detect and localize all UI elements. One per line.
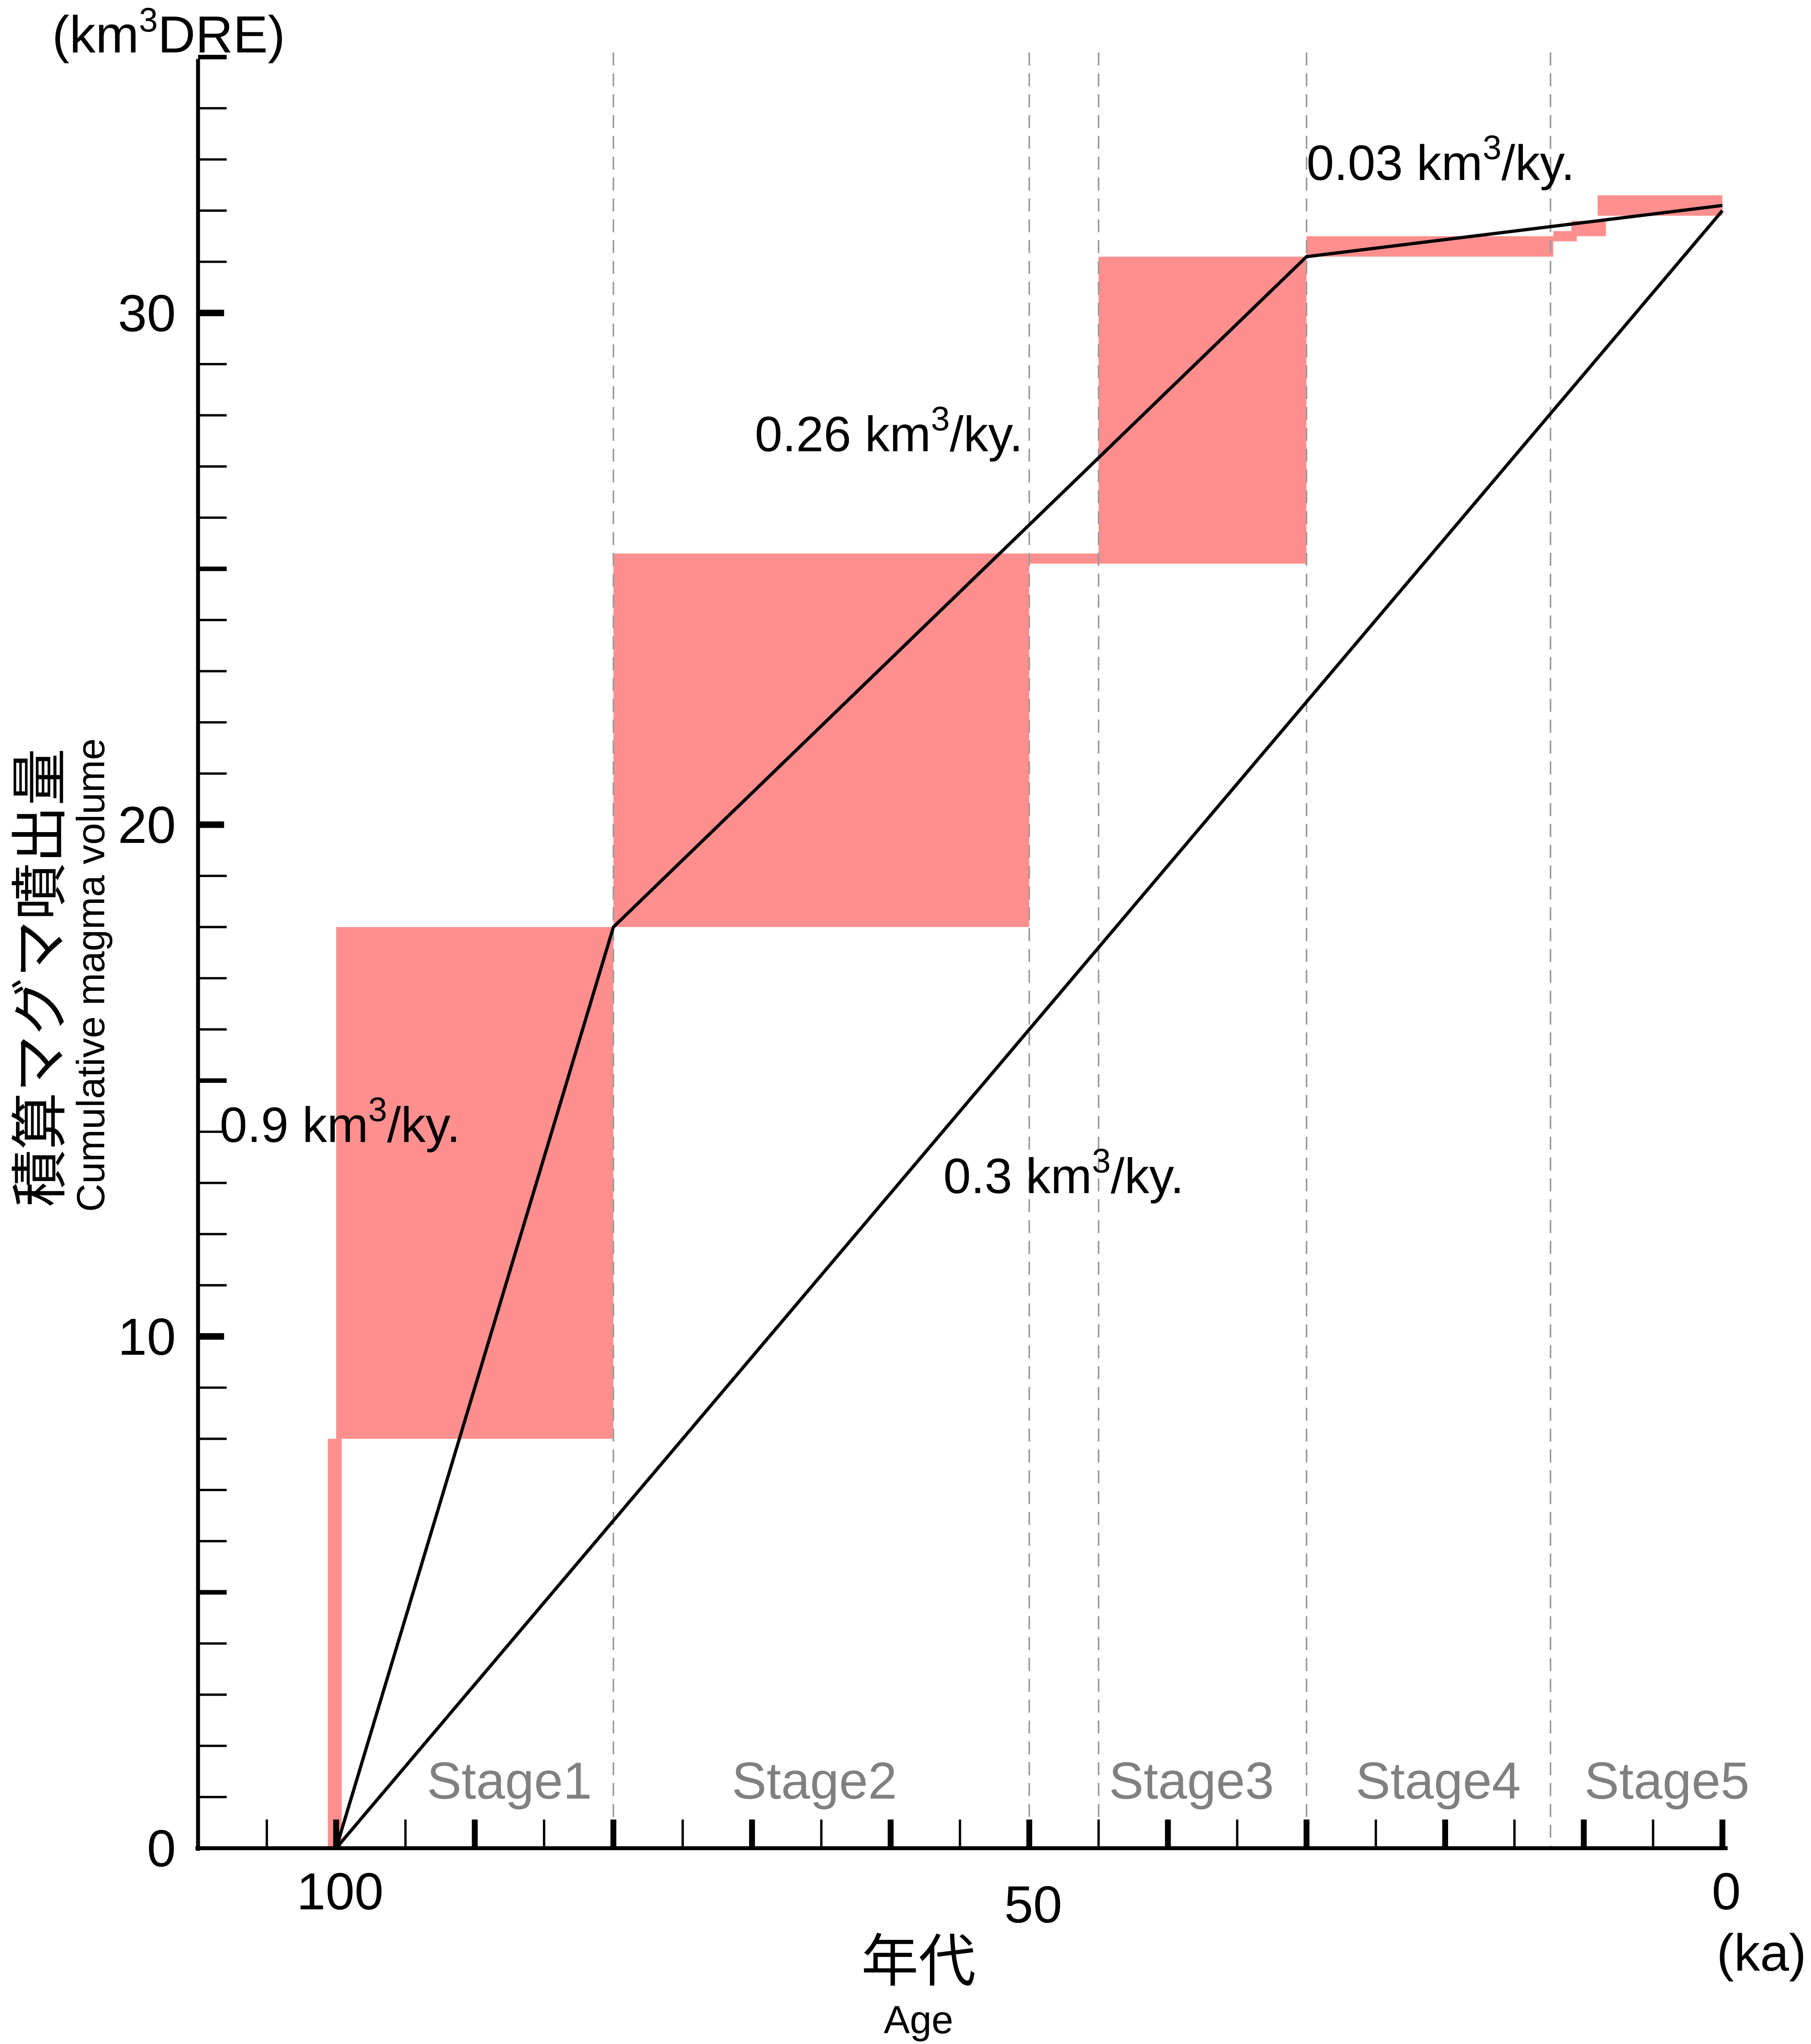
rate-annotation: 0.03 km3/ky. bbox=[1307, 129, 1575, 191]
volume-range-box bbox=[1029, 553, 1099, 564]
volume-range-box bbox=[1306, 236, 1553, 257]
rate-annotation-prefix: 0.9 km bbox=[220, 1098, 368, 1153]
rate-annotation-prefix: 0.03 km bbox=[1307, 136, 1483, 191]
rate-line bbox=[334, 204, 1723, 1849]
rate-annotation-sup: 3 bbox=[368, 1091, 387, 1129]
x-axis-title: 年代 bbox=[861, 1930, 976, 1994]
x-tick-label: 50 bbox=[1004, 1875, 1062, 1934]
rate-annotation-suffix: /ky. bbox=[1111, 1149, 1184, 1204]
volume-range-box bbox=[328, 1438, 342, 1848]
rate-annotation-suffix: /ky. bbox=[387, 1098, 460, 1153]
stage-boundaries bbox=[612, 52, 1552, 1848]
stage-label: Stage4 bbox=[1356, 1752, 1521, 1810]
y-tick-label: 10 bbox=[118, 1308, 176, 1366]
y-tick-label: 0 bbox=[147, 1820, 176, 1878]
volume-range-box bbox=[1098, 256, 1307, 564]
rate-annotation-prefix: 0.3 km bbox=[943, 1149, 1092, 1204]
stage-label: Stage5 bbox=[1584, 1752, 1750, 1810]
rate-line bbox=[335, 209, 1724, 1849]
rate-lines bbox=[334, 204, 1724, 1849]
y-axis-title: 積算マグマ噴出量 bbox=[9, 748, 72, 1207]
rate-annotation-sup: 3 bbox=[931, 400, 950, 438]
x-tick-label: 0 bbox=[1712, 1862, 1741, 1921]
rate-annotation: 0.26 km3/ky. bbox=[755, 400, 1023, 462]
y-axis-title-en: Cumulative magma volume bbox=[69, 738, 113, 1212]
y-tick-label: 20 bbox=[118, 796, 176, 854]
rate-annotation-sup: 3 bbox=[1483, 129, 1502, 167]
axes bbox=[195, 54, 1728, 1851]
rate-annotation: 0.3 km3/ky. bbox=[943, 1142, 1184, 1204]
x-axis-title-en: Age bbox=[884, 1998, 953, 2042]
volume-range-fills bbox=[328, 195, 1723, 1848]
volume-range-box bbox=[1553, 231, 1577, 242]
volume-range-box bbox=[613, 553, 1030, 927]
rate-annotation-sup: 3 bbox=[1092, 1142, 1111, 1180]
rate-annotation-suffix: /ky. bbox=[950, 407, 1023, 462]
rate-annotation: 0.9 km3/ky. bbox=[220, 1091, 460, 1153]
volume-range-box bbox=[336, 927, 614, 1439]
stage-label: Stage3 bbox=[1109, 1752, 1274, 1810]
rate-annotation-prefix: 0.26 km bbox=[755, 407, 931, 462]
stage-label: Stage1 bbox=[427, 1752, 592, 1810]
rate-annotation-suffix: /ky. bbox=[1502, 136, 1575, 191]
x-unit-label: (ka) bbox=[1717, 1924, 1806, 1982]
stage-label: Stage2 bbox=[732, 1752, 897, 1810]
y-tick-label: 30 bbox=[118, 284, 176, 342]
labels: (km3DRE) (ka) 年代 Age 積算マグマ噴出量 Cumulative… bbox=[9, 1, 1806, 2042]
x-tick-label: 100 bbox=[296, 1862, 384, 1921]
y-unit-label: (km3DRE) bbox=[52, 1, 285, 63]
